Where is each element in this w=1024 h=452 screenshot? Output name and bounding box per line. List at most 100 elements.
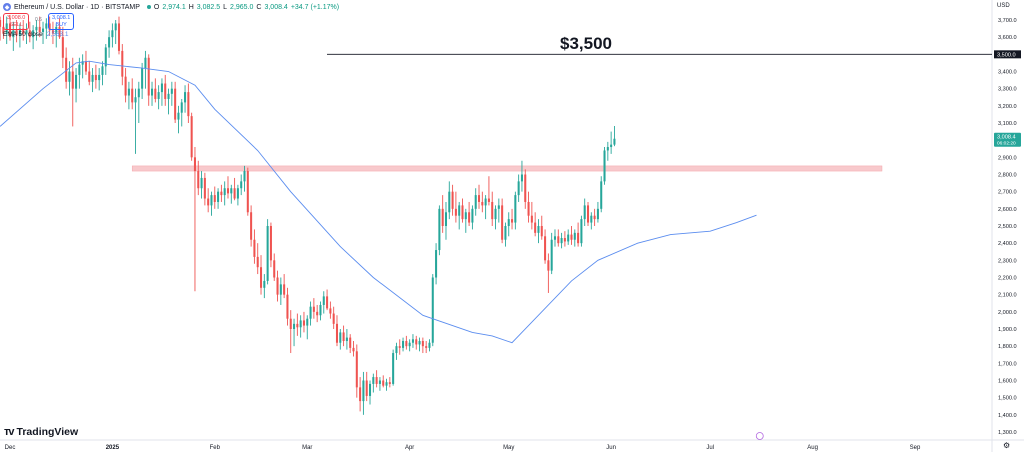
candle-body bbox=[494, 208, 497, 220]
buy-price: 3,008.1 bbox=[52, 15, 71, 21]
candle-body bbox=[154, 88, 157, 99]
candle-body bbox=[217, 191, 220, 202]
candle-body bbox=[514, 195, 517, 223]
x-tick-label: Mar bbox=[302, 445, 312, 451]
y-tick-label: 1,900.0 bbox=[998, 327, 1017, 333]
candle-body bbox=[141, 68, 144, 89]
candle-body bbox=[151, 88, 154, 96]
tradingview-logo[interactable]: ᴛᴠ TradingView bbox=[4, 426, 78, 438]
candle-body bbox=[368, 383, 372, 396]
y-tick-label: 3,200.0 bbox=[998, 104, 1017, 110]
candle-body bbox=[246, 171, 249, 213]
chart-header: ◆ Ethereum / U.S. Dollar · 1D · BITSTAMP… bbox=[3, 3, 339, 11]
y-tick-label: 1,800.0 bbox=[998, 344, 1017, 350]
candle-body bbox=[431, 277, 434, 343]
candle-body bbox=[332, 313, 335, 324]
gear-icon[interactable]: ⚙ bbox=[1003, 441, 1011, 450]
sell-price: 3,008.0 bbox=[7, 15, 26, 21]
candle-body bbox=[484, 198, 487, 206]
low-value: 2,965.0 bbox=[230, 3, 254, 11]
brand-name: TradingView bbox=[16, 426, 79, 438]
candle-body bbox=[193, 157, 196, 172]
symbol-name[interactable]: Ethereum / U.S. Dollar · 1D · BITSTAMP bbox=[14, 3, 140, 11]
candle-body bbox=[108, 37, 111, 48]
candle-body bbox=[58, 26, 61, 38]
candle-body bbox=[240, 181, 243, 189]
candle-body bbox=[2, 26, 5, 34]
candle-body bbox=[253, 239, 256, 257]
candle-body bbox=[12, 30, 15, 38]
candle-body bbox=[418, 341, 421, 345]
candle-body bbox=[263, 280, 266, 288]
candle-body bbox=[190, 116, 193, 158]
sell-button[interactable]: 3,008.0 SELL bbox=[3, 13, 30, 30]
candle-body bbox=[157, 92, 160, 99]
candle-body bbox=[550, 239, 553, 271]
y-tick-label: 2,500.0 bbox=[998, 224, 1017, 230]
change-value: +34.7 (+1.17%) bbox=[290, 3, 340, 11]
candle-body bbox=[276, 277, 279, 295]
candle-body bbox=[385, 382, 388, 386]
y-tick-label: 2,400.0 bbox=[998, 241, 1017, 247]
candle-body bbox=[286, 294, 289, 319]
x-tick-label: 2025 bbox=[106, 445, 120, 451]
close-key: C bbox=[256, 3, 262, 11]
candle-body bbox=[322, 296, 325, 305]
candle-body bbox=[524, 174, 527, 202]
candle-body bbox=[220, 191, 223, 196]
x-tick-label: Dec bbox=[5, 445, 16, 451]
candle-body bbox=[603, 150, 606, 182]
candle-body bbox=[8, 23, 12, 38]
ema-value: 2,563.1 bbox=[46, 31, 69, 38]
candle-body bbox=[544, 236, 547, 261]
candle-body bbox=[236, 188, 239, 199]
candle-body bbox=[104, 47, 107, 67]
candle-body bbox=[302, 320, 305, 326]
candle-body bbox=[319, 304, 322, 316]
candle-body bbox=[461, 205, 464, 220]
candle-body bbox=[606, 147, 609, 151]
candle-body bbox=[596, 208, 599, 220]
y-tick-label: 3,300.0 bbox=[998, 87, 1017, 93]
candle-body bbox=[5, 23, 8, 34]
candle-body bbox=[243, 171, 246, 182]
candle-body bbox=[42, 28, 45, 33]
ema-indicator-legend[interactable]: EMA 50 close 2,563.1 bbox=[3, 31, 68, 38]
candle-body bbox=[28, 30, 31, 38]
candle-body bbox=[38, 26, 41, 33]
candle-body bbox=[177, 112, 180, 120]
candle-body bbox=[537, 226, 540, 233]
y-tick-label: 1,600.0 bbox=[998, 379, 1017, 385]
candle-body bbox=[365, 380, 368, 396]
candle-body bbox=[501, 205, 504, 240]
candle-body bbox=[507, 219, 510, 226]
candle-body bbox=[68, 71, 71, 82]
buy-button[interactable]: 3,008.1 BUY bbox=[48, 13, 75, 30]
candle-body bbox=[570, 234, 573, 240]
candle-body bbox=[18, 28, 21, 36]
candle-body bbox=[299, 320, 302, 328]
high-value: 3,082.5 bbox=[196, 3, 221, 11]
candle-body bbox=[451, 191, 454, 209]
candle-body bbox=[517, 181, 520, 196]
current-price-value: 3,008.4 bbox=[997, 135, 1016, 141]
candle-body bbox=[329, 308, 332, 314]
candle-body bbox=[48, 23, 51, 31]
currency-label[interactable]: USD bbox=[997, 3, 1010, 9]
candle-body bbox=[520, 174, 523, 182]
candle-body bbox=[71, 71, 74, 89]
candle-body bbox=[530, 215, 533, 223]
y-tick-label: 2,900.0 bbox=[998, 155, 1017, 161]
candle-body bbox=[98, 74, 101, 81]
candle-body bbox=[207, 198, 210, 206]
candle-body bbox=[392, 353, 395, 384]
candle-body bbox=[408, 342, 411, 347]
high-key: H bbox=[188, 3, 194, 11]
x-tick-label: Apr bbox=[405, 445, 414, 451]
y-tick-label: 1,500.0 bbox=[998, 396, 1017, 402]
x-tick-label: Jul bbox=[706, 445, 714, 451]
candle-body bbox=[448, 191, 451, 213]
candle-body bbox=[213, 195, 216, 202]
y-tick-label: 1,300.0 bbox=[998, 430, 1017, 436]
